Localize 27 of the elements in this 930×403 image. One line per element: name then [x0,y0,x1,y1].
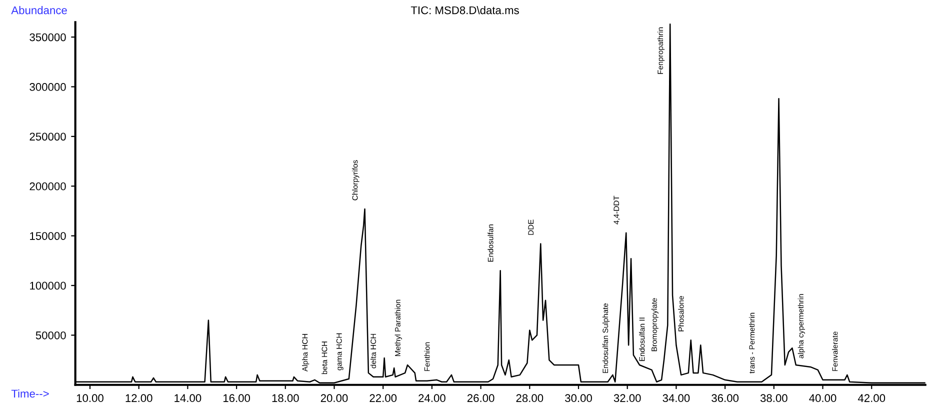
x-tick-label: 34.00 [662,394,690,402]
x-tick-label: 24.00 [418,394,446,402]
x-tick-label: 22.00 [370,394,397,402]
x-tick-label: 30.00 [565,394,592,402]
x-tick-label: 16.00 [223,394,250,402]
x-tick-label: 32.00 [614,394,641,402]
y-tick-label: 350000 [30,33,66,42]
x-tick-label: 42.00 [858,394,886,402]
y-tick-label: 100000 [30,282,66,290]
x-tick-label: 12.00 [126,394,152,402]
y-tick-label: 50000 [36,331,66,340]
x-axis-title: Time--> [11,389,49,398]
x-tick-label: 18.00 [272,394,299,402]
y-tick-label: 250000 [30,132,66,141]
x-tick-label: 40.00 [809,394,836,402]
x-tick-label: 26.00 [467,394,494,402]
x-tick-label: 36.00 [712,394,739,402]
y-tick-label: 200000 [30,182,66,190]
x-tick-label: 20.00 [320,394,348,402]
chart-title: TIC: MSD8.D\data.ms [410,6,519,14]
y-axis-title: Abundance [11,6,67,14]
y-tick-label: 150000 [30,232,66,240]
x-tick-label: 10.00 [76,394,104,402]
x-tick-label: 28.00 [516,394,544,402]
x-tick-label: 14.00 [174,394,202,402]
y-tick-label: 300000 [30,83,66,91]
x-tick-label: 38.00 [760,394,788,402]
